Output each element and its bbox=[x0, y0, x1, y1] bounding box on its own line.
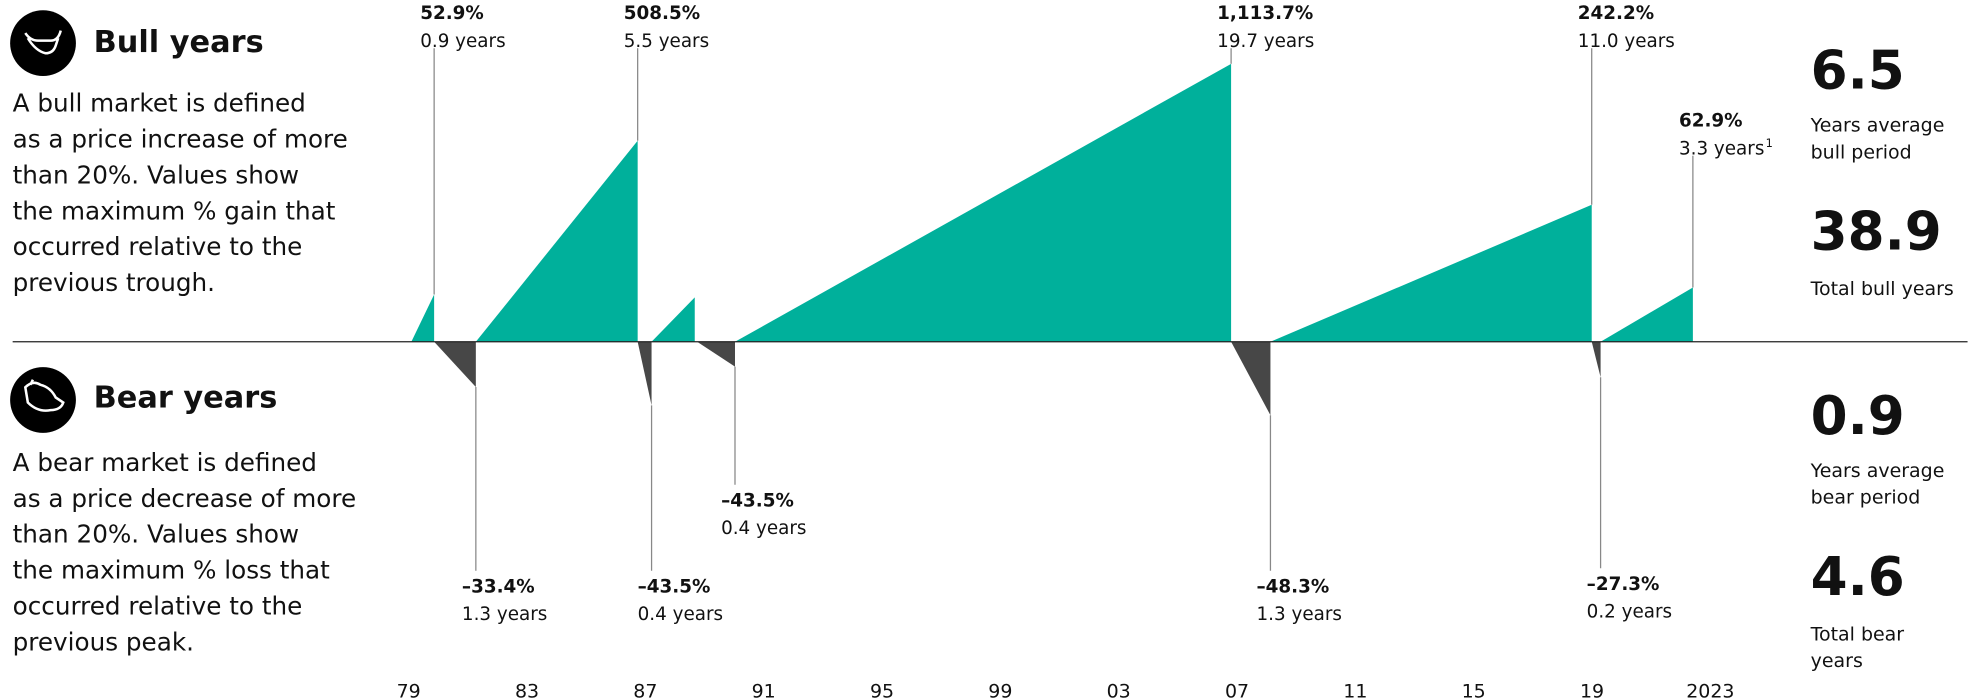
bear-area bbox=[1591, 341, 1601, 378]
bull-area bbox=[1600, 287, 1693, 342]
bull-title: Bull years bbox=[94, 25, 264, 60]
stat-label: Years average bbox=[1810, 460, 1945, 482]
x-tick-label: 15 bbox=[1462, 680, 1486, 700]
x-tick-label: 95 bbox=[870, 680, 894, 700]
bull-description: as a price increase of more bbox=[13, 124, 348, 153]
value-label: 62.9% bbox=[1679, 111, 1743, 132]
x-tick-label: 07 bbox=[1225, 680, 1249, 700]
bull-icon bbox=[10, 10, 76, 77]
duration-label: 1.3 years bbox=[462, 604, 547, 625]
value-label: –48.3% bbox=[1257, 576, 1330, 597]
duration-label: 19.7 years bbox=[1217, 31, 1314, 52]
duration: 0.9 years bbox=[420, 31, 505, 52]
bear-area bbox=[434, 341, 476, 388]
stat-label: bull period bbox=[1811, 141, 1912, 163]
duration: 1.3 years bbox=[1257, 604, 1342, 625]
x-tick-label: 87 bbox=[633, 680, 657, 700]
stat-label: Total bull years bbox=[1810, 278, 1954, 300]
bear-description: A bear market is defined bbox=[13, 448, 317, 477]
stat-value: 38.9 bbox=[1811, 200, 1942, 262]
duration-label: 0.2 years bbox=[1587, 602, 1672, 623]
duration-label: 5.5 years bbox=[624, 31, 709, 52]
x-tick-label: 79 bbox=[397, 680, 421, 700]
bear-area bbox=[697, 341, 735, 367]
duration-label: 3.3 years1 bbox=[1679, 136, 1773, 160]
duration-label: 11.0 years bbox=[1578, 31, 1675, 52]
duration-label: 0.4 years bbox=[721, 518, 806, 539]
stat-label: Years average bbox=[1810, 115, 1945, 137]
stat-value: 0.9 bbox=[1811, 385, 1905, 447]
x-tick-label: 19 bbox=[1580, 680, 1604, 700]
bull-area bbox=[734, 63, 1232, 342]
footnote: 1 bbox=[1766, 136, 1773, 150]
bear-description: as a price decrease of more bbox=[13, 484, 357, 513]
bear-title: Bear years bbox=[94, 381, 278, 416]
stat-value: 6.5 bbox=[1811, 40, 1905, 102]
duration: 11.0 years bbox=[1578, 31, 1675, 52]
bear-description: than 20%. Values show bbox=[13, 520, 299, 549]
bull-area bbox=[651, 297, 695, 342]
duration-label: 1.3 years bbox=[1257, 604, 1342, 625]
value-label: 508.5% bbox=[624, 3, 700, 24]
bear-description: occurred relative to the bbox=[13, 592, 303, 621]
bull-area bbox=[1270, 204, 1592, 342]
bull-area bbox=[411, 294, 435, 342]
x-tick-label: 11 bbox=[1343, 680, 1367, 700]
duration-label: 0.4 years bbox=[638, 604, 723, 625]
bull-description: than 20%. Values show bbox=[13, 160, 299, 189]
bear-icon bbox=[10, 367, 76, 433]
stat-label: years bbox=[1811, 650, 1863, 672]
duration-label: 0.9 years bbox=[420, 31, 505, 52]
duration: 3.3 years bbox=[1679, 139, 1764, 160]
bear-area bbox=[637, 341, 652, 406]
bear-area bbox=[1231, 341, 1271, 416]
duration: 0.4 years bbox=[721, 518, 806, 539]
x-tick-label: 91 bbox=[752, 680, 776, 700]
value-label: 52.9% bbox=[420, 3, 484, 24]
stat-label: Total bear bbox=[1810, 623, 1905, 645]
x-tick-label: 2023 bbox=[1686, 680, 1734, 700]
duration: 1.3 years bbox=[462, 604, 547, 625]
x-tick-label: 99 bbox=[988, 680, 1012, 700]
x-tick-label: 83 bbox=[515, 680, 539, 700]
value-label: 242.2% bbox=[1578, 3, 1654, 24]
duration: 19.7 years bbox=[1217, 31, 1314, 52]
bull-area bbox=[475, 140, 638, 342]
value-label: –27.3% bbox=[1587, 574, 1660, 595]
bull-description: previous trough. bbox=[13, 268, 215, 297]
duration: 0.2 years bbox=[1587, 602, 1672, 623]
duration: 5.5 years bbox=[624, 31, 709, 52]
bull-description: the maximum % gain that bbox=[13, 196, 336, 225]
bull-description: occurred relative to the bbox=[13, 232, 303, 261]
bear-description: previous peak. bbox=[13, 628, 194, 657]
stat-label: bear period bbox=[1811, 487, 1921, 509]
value-label: 1,113.7% bbox=[1217, 3, 1313, 24]
x-tick-label: 03 bbox=[1107, 680, 1131, 700]
bear-description: the maximum % loss that bbox=[13, 556, 331, 585]
value-label: –33.4% bbox=[462, 576, 535, 597]
value-label: –43.5% bbox=[721, 490, 794, 511]
value-label: –43.5% bbox=[638, 576, 711, 597]
stat-value: 4.6 bbox=[1811, 546, 1905, 608]
duration: 0.4 years bbox=[638, 604, 723, 625]
bull-description: A bull market is defined bbox=[13, 88, 306, 117]
